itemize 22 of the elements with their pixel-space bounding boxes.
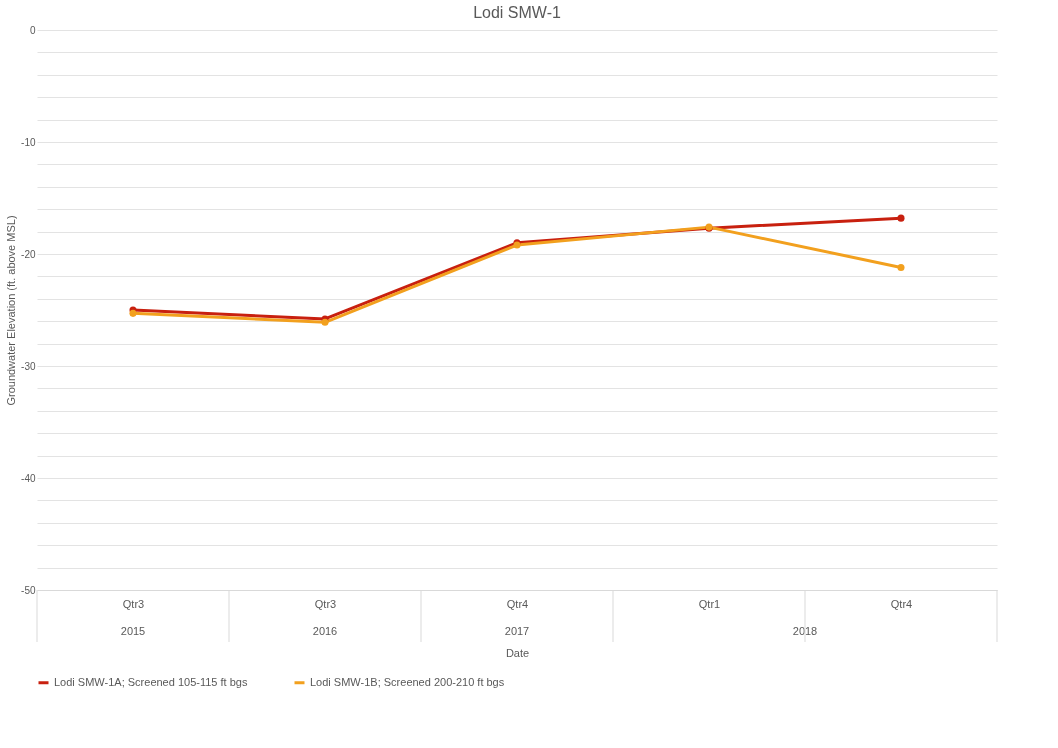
x-tick-label: Qtr3 — [314, 597, 337, 610]
text: 2016 — [312, 625, 338, 637]
legend-label: Lodi SMW-1A; Screened 105-115 ft bgs — [54, 675, 248, 688]
x-tick-label: Qtr4 — [890, 597, 913, 610]
y-tick-label: -50 — [21, 584, 36, 596]
x-axis-title: Date — [505, 646, 530, 659]
y-tick-label: -10 — [21, 136, 36, 148]
text: 2018 — [792, 625, 818, 637]
y-tick-label: -20 — [21, 248, 36, 260]
legend-label: Lodi SMW-1B; Screened 200-210 ft bgs — [310, 675, 505, 688]
x-tick-label: Qtr3 — [122, 597, 145, 610]
text: 2015 — [120, 625, 146, 637]
chart-title: Lodi SMW-1 — [473, 4, 561, 21]
point — [897, 214, 905, 222]
y-tick-label: -40 — [21, 472, 36, 484]
x-tick-label: Qtr1 — [698, 597, 721, 610]
point — [897, 263, 905, 271]
y-axis-title: Groundwater Elevation (ft. above MSL) — [5, 215, 18, 406]
text: 2017 — [504, 625, 530, 637]
y-tick-label: 0 — [29, 24, 36, 36]
y-tick-label: -30 — [21, 360, 36, 372]
x-tick-label: Qtr4 — [506, 597, 529, 610]
